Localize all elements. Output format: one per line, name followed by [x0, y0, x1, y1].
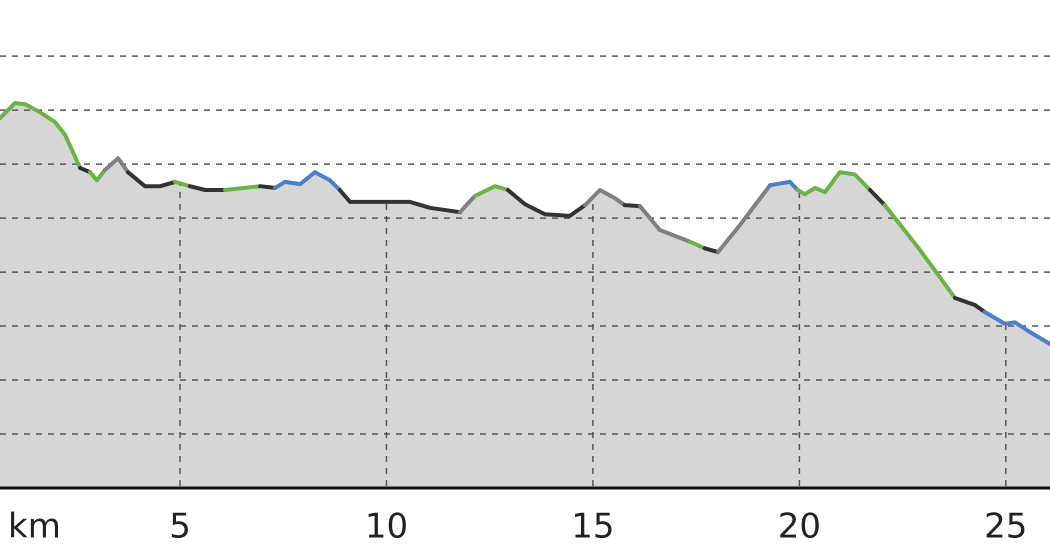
elevation-area — [224, 185, 261, 489]
elevation-line — [638, 204, 692, 244]
elevation-area — [717, 183, 771, 489]
elevation-line — [688, 239, 707, 251]
elevation-area — [127, 171, 176, 489]
elevation-area — [954, 297, 986, 489]
elevation-area — [797, 171, 871, 489]
elevation-area — [174, 181, 191, 489]
elevation-area — [769, 181, 799, 489]
elevation-area — [79, 167, 91, 489]
elevation-line — [88, 168, 107, 183]
elevation-line — [126, 170, 178, 189]
elevation-line — [273, 170, 342, 192]
elevation-area — [274, 171, 341, 489]
elevation-area — [639, 204, 691, 489]
elevation-line — [258, 184, 277, 190]
elevation-line — [458, 194, 477, 215]
elevation-line — [768, 179, 800, 192]
elevation-line — [795, 170, 872, 197]
elevation-area — [584, 189, 626, 489]
elevation-line — [702, 246, 720, 255]
elevation-area — [259, 185, 276, 489]
elevation-line — [622, 203, 642, 209]
elevation-line — [173, 179, 192, 189]
elevation-line — [583, 188, 627, 208]
elevation-line — [953, 296, 987, 314]
x-tick-label: 20 — [778, 507, 821, 547]
elevation-line — [337, 188, 462, 215]
area-layer — [0, 102, 1050, 489]
elevation-line — [505, 188, 588, 218]
elevation-area — [339, 188, 461, 489]
elevation-line — [223, 184, 263, 192]
elevation-line — [868, 188, 887, 208]
x-tick-label: 5 — [169, 507, 191, 547]
x-axis-label: km — [8, 507, 61, 547]
elevation-line — [472, 184, 510, 198]
elevation-area — [704, 247, 719, 489]
x-tick-label: 15 — [571, 507, 614, 547]
elevation-line — [882, 203, 957, 300]
elevation-area — [869, 188, 886, 489]
elevation-area — [507, 188, 586, 489]
elevation-area — [0, 102, 81, 489]
elevation-line — [982, 310, 1050, 346]
x-tick-label: 10 — [365, 507, 408, 547]
elevation-area — [624, 204, 641, 489]
elevation-line — [716, 183, 773, 255]
x-tick-label: 25 — [984, 507, 1027, 547]
elevation-line — [102, 156, 130, 175]
elevation-line — [187, 184, 227, 192]
elevation-area — [189, 185, 226, 489]
elevation-area — [689, 241, 706, 489]
elevation-area — [474, 185, 509, 489]
line-layer — [0, 101, 1050, 346]
elevation-area — [459, 194, 476, 489]
elevation-line — [0, 101, 83, 170]
elevation-area — [104, 157, 129, 489]
